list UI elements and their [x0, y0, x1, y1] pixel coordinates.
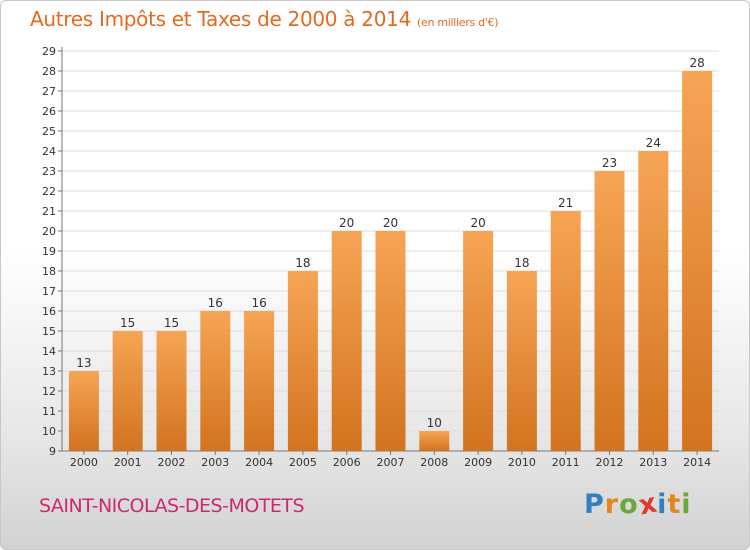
- data-label: 15: [164, 316, 179, 330]
- bar: [113, 331, 143, 451]
- y-tick-label: 19: [42, 245, 56, 258]
- logo-letter: P: [584, 489, 605, 520]
- bar: [551, 211, 581, 451]
- data-label: 20: [470, 216, 485, 230]
- logo-letter: i: [681, 489, 691, 520]
- data-label: 18: [514, 256, 529, 270]
- y-tick-label: 20: [42, 225, 56, 238]
- y-tick-label: 28: [42, 65, 56, 78]
- bars: [69, 71, 712, 451]
- logo-letter: t: [667, 489, 681, 520]
- y-tick-label: 18: [42, 265, 56, 278]
- y-tick-label: 15: [42, 325, 56, 338]
- x-tick-label: 2006: [333, 456, 361, 469]
- x-axis: 2000 2001 2002 2003 2004 2005 2006 2007 2008 2009…: [70, 451, 711, 469]
- y-tick-label: 27: [42, 85, 56, 98]
- x-tick-label: 2012: [596, 456, 624, 469]
- bar: [507, 271, 537, 451]
- bar-chart: 9 10 11 12 13 14 15 16 17 18 19 20 21 22 23 24 25 26 27 28 2…: [1, 1, 750, 550]
- y-tick-label: 10: [42, 425, 56, 438]
- x-tick-label: 2010: [508, 456, 536, 469]
- proxiti-logo[interactable]: Proxiti: [584, 489, 692, 520]
- bar: [419, 431, 449, 451]
- y-tick-label: 23: [42, 165, 56, 178]
- data-label: 28: [689, 56, 704, 70]
- y-tick-label: 25: [42, 125, 56, 138]
- y-tick-label: 16: [42, 305, 56, 318]
- bar: [332, 231, 362, 451]
- bar: [638, 151, 668, 451]
- bar: [682, 71, 712, 451]
- x-tick-label: 2013: [639, 456, 667, 469]
- x-tick-label: 2001: [114, 456, 142, 469]
- x-tick-label: 2009: [464, 456, 492, 469]
- y-tick-label: 12: [42, 385, 56, 398]
- y-tick-label: 11: [42, 405, 56, 418]
- data-label: 20: [383, 216, 398, 230]
- data-label: 13: [76, 356, 91, 370]
- x-tick-label: 2014: [683, 456, 711, 469]
- data-label: 20: [339, 216, 354, 230]
- data-label: 18: [295, 256, 310, 270]
- x-tick-label: 2002: [158, 456, 186, 469]
- bar: [200, 311, 230, 451]
- y-tick-label: 13: [42, 365, 56, 378]
- data-label: 24: [646, 136, 661, 150]
- y-tick-label: 22: [42, 185, 56, 198]
- y-tick-label: 24: [42, 145, 56, 158]
- logo-letter: r: [605, 489, 619, 520]
- data-label: 10: [427, 416, 442, 430]
- x-tick-label: 2011: [552, 456, 580, 469]
- x-tick-label: 2007: [377, 456, 405, 469]
- bar: [595, 171, 625, 451]
- data-label: 16: [251, 296, 266, 310]
- x-tick-label: 2008: [420, 456, 448, 469]
- data-label: 21: [558, 196, 573, 210]
- data-label: 15: [120, 316, 135, 330]
- y-tick-label: 26: [42, 105, 56, 118]
- data-label: 23: [602, 156, 617, 170]
- bar: [244, 311, 274, 451]
- bar: [288, 271, 318, 451]
- x-tick-label: 2003: [201, 456, 229, 469]
- y-tick-label: 9: [49, 445, 56, 458]
- x-tick-label: 2000: [70, 456, 98, 469]
- bar: [463, 231, 493, 451]
- commune-name: SAINT-NICOLAS-DES-MOTETS: [39, 495, 304, 517]
- bar: [157, 331, 187, 451]
- y-tick-label: 17: [42, 285, 56, 298]
- chart-frame: Autres Impôts et Taxes de 2000 à 2014 (en…: [0, 0, 750, 550]
- x-tick-label: 2005: [289, 456, 317, 469]
- y-tick-label: 21: [42, 205, 56, 218]
- x-tick-label: 2004: [245, 456, 273, 469]
- bar: [69, 371, 99, 451]
- data-label: 16: [208, 296, 223, 310]
- y-tick-label: 29: [42, 45, 56, 58]
- bar: [376, 231, 406, 451]
- y-tick-label: 14: [42, 345, 56, 358]
